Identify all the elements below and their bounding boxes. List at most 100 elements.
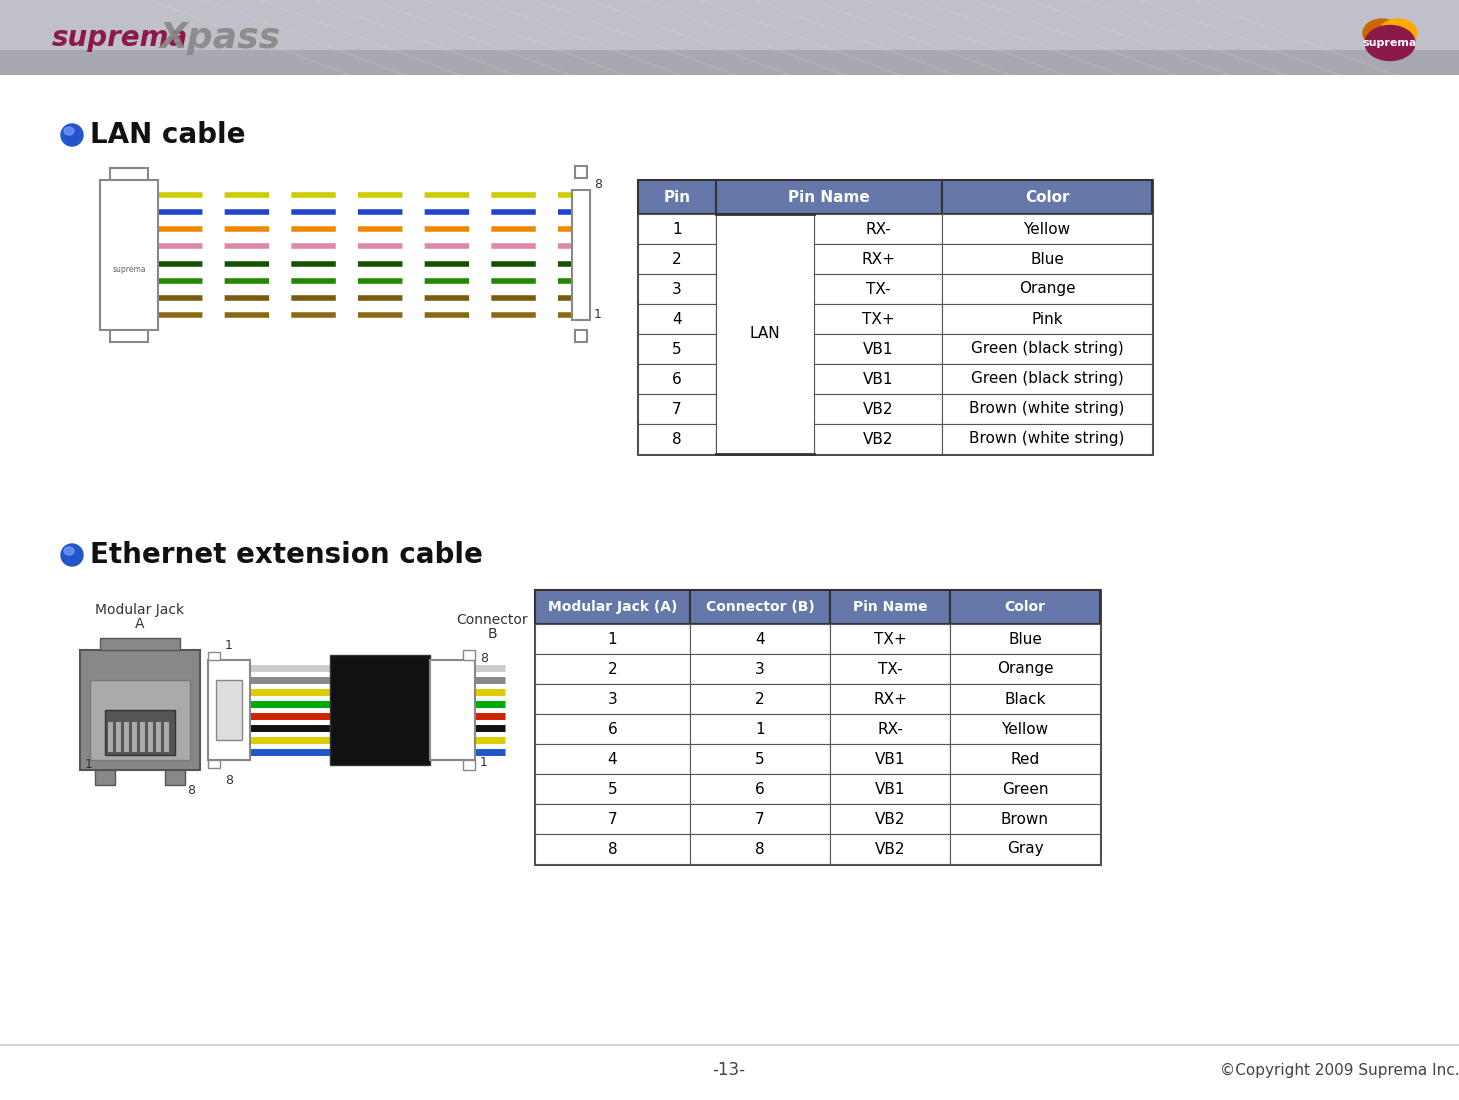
Text: LAN: LAN bbox=[750, 327, 781, 341]
Text: Color: Color bbox=[1004, 600, 1046, 614]
Text: 2: 2 bbox=[673, 252, 681, 266]
Text: 1: 1 bbox=[480, 756, 487, 769]
Text: VB2: VB2 bbox=[875, 812, 905, 826]
Bar bbox=[105, 710, 175, 755]
Text: 4: 4 bbox=[756, 631, 765, 647]
Text: Green: Green bbox=[1002, 781, 1048, 796]
Bar bbox=[535, 804, 690, 834]
Bar bbox=[716, 214, 814, 244]
Bar bbox=[830, 804, 950, 834]
Text: 3: 3 bbox=[756, 661, 765, 676]
Bar bbox=[117, 722, 121, 752]
Bar bbox=[716, 304, 814, 334]
Bar bbox=[156, 722, 160, 752]
Bar bbox=[535, 774, 690, 804]
Text: Brown (white string): Brown (white string) bbox=[969, 431, 1125, 447]
Text: Ethernet extension cable: Ethernet extension cable bbox=[90, 541, 483, 569]
Bar bbox=[140, 722, 144, 752]
Bar bbox=[830, 624, 950, 654]
Bar bbox=[209, 760, 220, 768]
Text: 8: 8 bbox=[225, 773, 233, 786]
Bar bbox=[814, 334, 943, 364]
Text: 1: 1 bbox=[594, 308, 603, 321]
Text: 8: 8 bbox=[594, 178, 603, 191]
Bar bbox=[165, 770, 185, 785]
Bar bbox=[575, 166, 587, 178]
Bar bbox=[95, 770, 115, 785]
Bar bbox=[535, 654, 690, 684]
Bar bbox=[147, 722, 153, 752]
Bar bbox=[716, 214, 814, 454]
Text: RX-: RX- bbox=[877, 722, 903, 737]
Text: Connector: Connector bbox=[457, 613, 528, 627]
Bar bbox=[209, 660, 249, 760]
Text: VB2: VB2 bbox=[875, 842, 905, 857]
Bar bbox=[943, 244, 1153, 274]
Bar bbox=[535, 590, 1100, 864]
Bar bbox=[814, 214, 943, 244]
Bar bbox=[814, 244, 943, 274]
Bar bbox=[109, 330, 147, 342]
Bar bbox=[950, 684, 1100, 714]
Text: VB1: VB1 bbox=[875, 781, 905, 796]
Bar bbox=[638, 334, 716, 364]
Text: 8: 8 bbox=[608, 842, 617, 857]
Text: Black: Black bbox=[1004, 692, 1046, 706]
Ellipse shape bbox=[1379, 19, 1417, 47]
Bar bbox=[690, 804, 830, 834]
Text: 1: 1 bbox=[673, 221, 681, 236]
Bar bbox=[690, 834, 830, 864]
Bar bbox=[830, 654, 950, 684]
Bar bbox=[638, 274, 716, 304]
Bar bbox=[430, 660, 476, 760]
Bar bbox=[535, 714, 690, 744]
Bar bbox=[943, 364, 1153, 394]
Bar bbox=[209, 652, 220, 660]
Bar bbox=[830, 774, 950, 804]
Bar bbox=[830, 834, 950, 864]
Bar bbox=[638, 180, 1153, 454]
Text: Modular Jack (A): Modular Jack (A) bbox=[547, 600, 677, 614]
Ellipse shape bbox=[1366, 25, 1415, 60]
Bar bbox=[814, 364, 943, 394]
Text: 5: 5 bbox=[756, 751, 765, 767]
Bar bbox=[638, 304, 716, 334]
Text: TX-: TX- bbox=[878, 661, 902, 676]
Text: Green (black string): Green (black string) bbox=[970, 372, 1123, 386]
Text: Brown: Brown bbox=[1001, 812, 1049, 826]
Bar bbox=[109, 168, 147, 180]
Bar bbox=[124, 722, 128, 752]
Bar bbox=[814, 424, 943, 454]
Text: VB1: VB1 bbox=[875, 751, 905, 767]
Ellipse shape bbox=[61, 124, 83, 146]
Bar bbox=[716, 334, 814, 364]
Text: 5: 5 bbox=[673, 341, 681, 356]
Bar bbox=[638, 364, 716, 394]
Text: Brown (white string): Brown (white string) bbox=[969, 402, 1125, 417]
Text: TX+: TX+ bbox=[874, 631, 906, 647]
Text: B: B bbox=[487, 627, 498, 641]
Text: Connector (B): Connector (B) bbox=[706, 600, 814, 614]
Bar bbox=[950, 624, 1100, 654]
Bar bbox=[950, 714, 1100, 744]
Bar bbox=[943, 274, 1153, 304]
Bar bbox=[131, 722, 137, 752]
Text: Modular Jack: Modular Jack bbox=[95, 603, 184, 617]
Bar bbox=[950, 744, 1100, 774]
Bar bbox=[716, 244, 814, 274]
Text: 7: 7 bbox=[756, 812, 765, 826]
Text: VB1: VB1 bbox=[862, 341, 893, 356]
Text: -13-: -13- bbox=[712, 1062, 746, 1079]
Bar bbox=[814, 394, 943, 424]
Text: Yellow: Yellow bbox=[1023, 221, 1071, 236]
Bar bbox=[830, 684, 950, 714]
Text: 1: 1 bbox=[225, 639, 233, 652]
Bar bbox=[638, 394, 716, 424]
Text: 1: 1 bbox=[756, 722, 765, 737]
Bar bbox=[575, 330, 587, 342]
Bar bbox=[101, 180, 158, 330]
Text: 8: 8 bbox=[480, 651, 487, 664]
Bar bbox=[830, 590, 950, 624]
Bar bbox=[950, 654, 1100, 684]
Bar bbox=[716, 274, 814, 304]
